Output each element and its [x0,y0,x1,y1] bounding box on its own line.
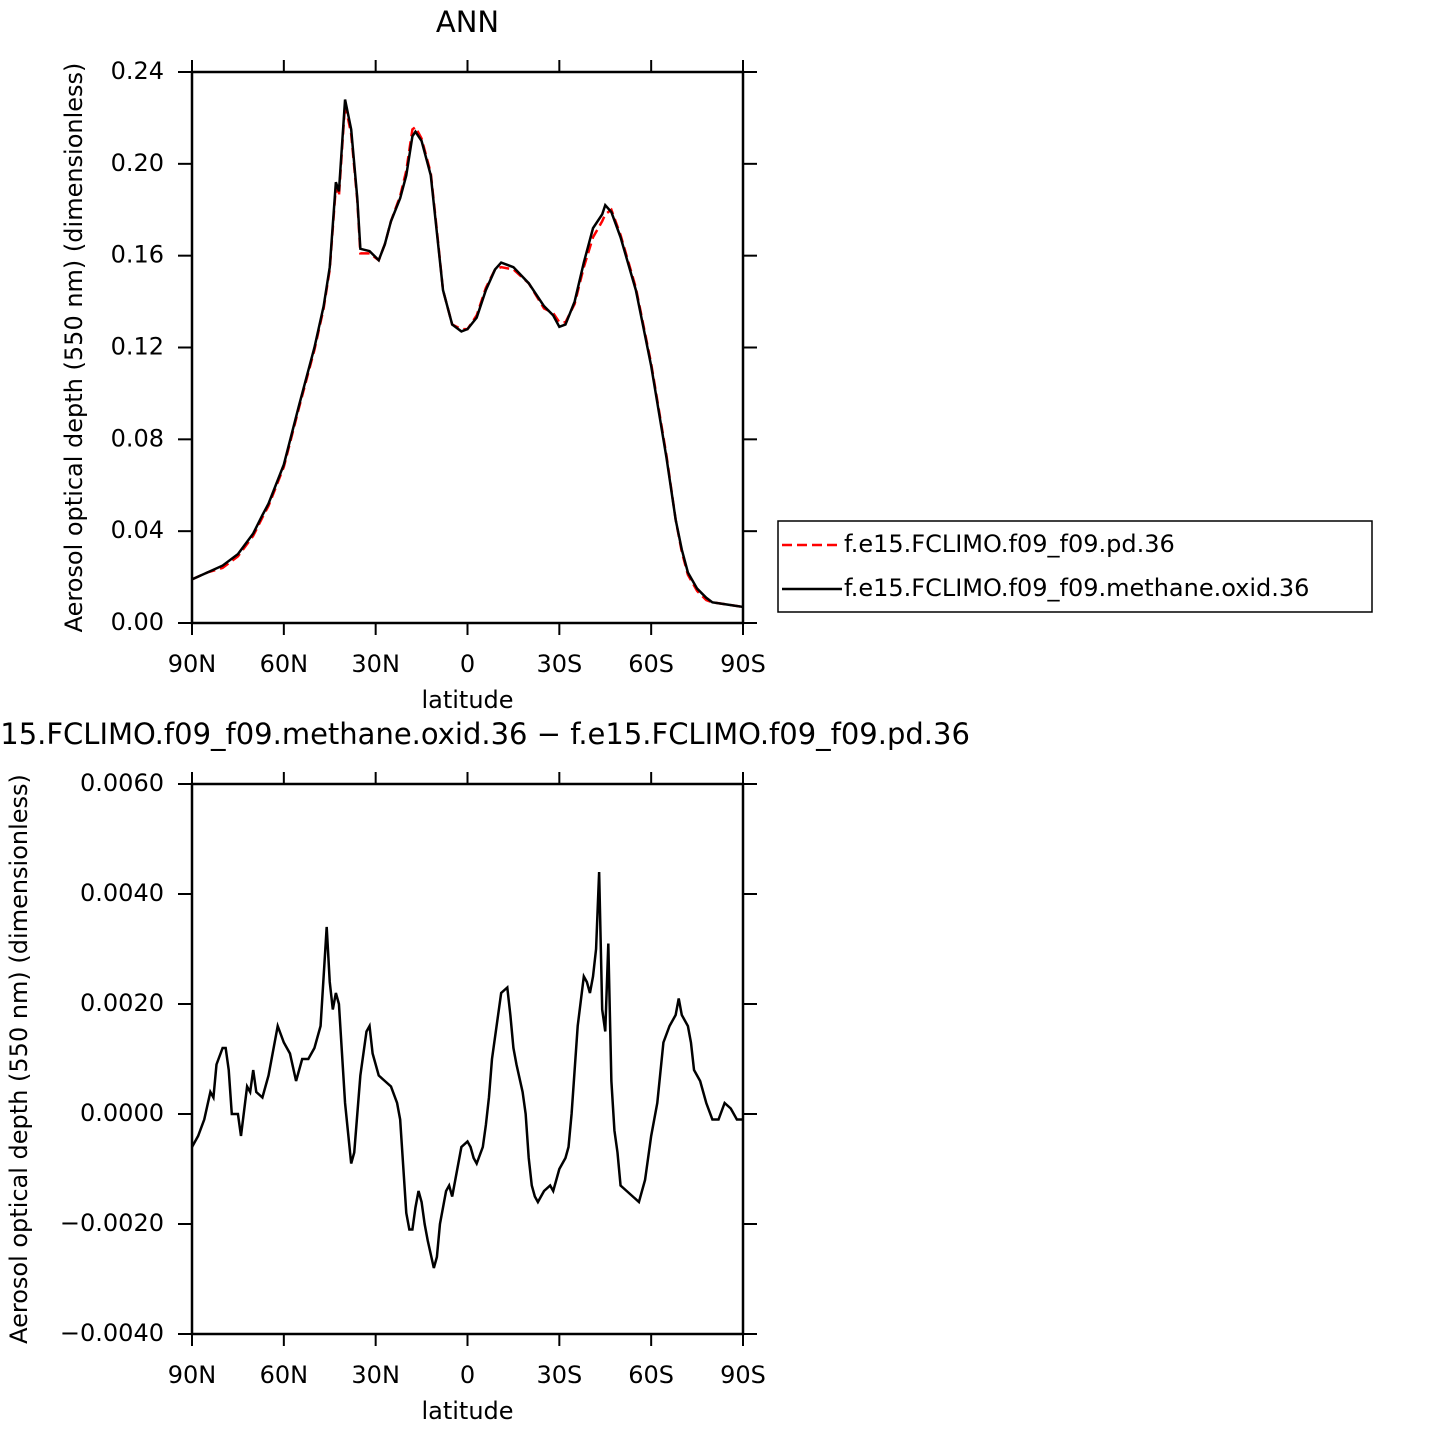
y-tick-label: 0.0040 [80,879,164,907]
y-tick-label: 0.08 [111,424,164,452]
x-tick-label: 60N [260,650,309,678]
x-tick-label: 90S [720,650,766,678]
y-tick-label: 0.12 [111,333,164,361]
x-tick-label: 30N [351,1361,400,1389]
x-tick-label: 60S [628,1361,674,1389]
y-tick-label: 0.16 [111,241,164,269]
y-tick-label: 0.0020 [80,989,164,1017]
legend-label: f.e15.FCLIMO.f09_f09.methane.oxid.36 [844,574,1309,602]
plot-frame [190,782,745,1336]
x-tick-label: 0 [460,1361,475,1389]
x-tick-label: 60S [628,650,674,678]
x-tick-label: 90S [720,1361,766,1389]
y-tick-label: 0.04 [111,516,164,544]
data-line [190,871,743,1269]
x-axis-title: latitude [421,686,513,714]
y-axis-title: Aerosol optical depth (550 nm) (dimensio… [5,774,33,1344]
legend-box [777,520,1373,613]
x-tick-label: 0 [460,650,475,678]
x-tick-label: 90N [168,1361,217,1389]
y-tick-label: 0.20 [111,149,164,177]
y-tick-label: 0.0060 [80,769,164,797]
y-tick-label: −0.0020 [60,1209,164,1237]
data-line [191,103,744,609]
x-tick-label: 30N [351,650,400,678]
plot-frame [190,70,745,625]
y-axis-title: Aerosol optical depth (550 nm) (dimensio… [60,63,88,633]
chart-title: f.e15.FCLIMO.f09_f09.methane.oxid.36 − f… [0,717,970,751]
y-tick-label: 0.00 [111,608,164,636]
y-tick-label: −0.0040 [60,1319,164,1347]
legend-label: f.e15.FCLIMO.f09_f09.pd.36 [844,530,1175,558]
y-tick-label: 0.0000 [80,1099,164,1127]
x-tick-label: 30S [536,1361,582,1389]
x-axis-title: latitude [421,1397,513,1425]
x-tick-label: 60N [260,1361,309,1389]
y-tick-label: 0.24 [111,57,164,85]
x-tick-label: 90N [168,650,217,678]
data-line [191,99,744,609]
x-tick-label: 30S [536,650,582,678]
chart-title: ANN [436,5,499,39]
